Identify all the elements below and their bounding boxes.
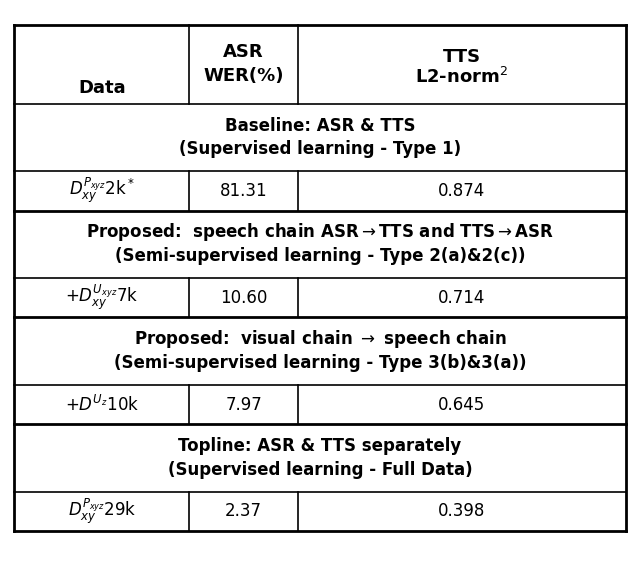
Text: TTS: TTS [443,48,481,66]
Text: 2.37: 2.37 [225,502,262,521]
Text: Topline: ASR & TTS separately: Topline: ASR & TTS separately [179,437,461,456]
Text: 0.714: 0.714 [438,289,486,306]
Text: $D_{xy}^{P_{xyz}}$29k: $D_{xy}^{P_{xyz}}$29k [68,497,136,526]
Text: (Supervised learning - Type 1): (Supervised learning - Type 1) [179,140,461,158]
Text: Baseline: ASR & TTS: Baseline: ASR & TTS [225,117,415,134]
Text: L2-norm$^2$: L2-norm$^2$ [415,67,508,87]
Text: 10.60: 10.60 [220,289,268,306]
Text: 81.31: 81.31 [220,182,268,200]
Text: (Supervised learning - Full Data): (Supervised learning - Full Data) [168,461,472,478]
Text: $D_{xy}^{P_{xyz}}$2k$^*$: $D_{xy}^{P_{xyz}}$2k$^*$ [68,176,135,205]
Text: $+D^{U_z}$10k: $+D^{U_z}$10k [65,394,139,414]
Text: 7.97: 7.97 [225,396,262,413]
Text: 0.645: 0.645 [438,396,485,413]
Text: $+D_{xy}^{U_{xyz}}$7k: $+D_{xy}^{U_{xyz}}$7k [65,283,138,312]
Text: Proposed:  speech chain ASR$\rightarrow$TTS and TTS$\rightarrow$ASR: Proposed: speech chain ASR$\rightarrow$T… [86,221,554,244]
Text: (Semi-supervised learning - Type 2(a)&2(c)): (Semi-supervised learning - Type 2(a)&2(… [115,247,525,265]
Text: 0.874: 0.874 [438,182,485,200]
Text: ASR
WER(%): ASR WER(%) [204,43,284,85]
Text: (Semi-supervised learning - Type 3(b)&3(a)): (Semi-supervised learning - Type 3(b)&3(… [114,354,526,372]
Text: Data: Data [78,79,125,97]
Text: Proposed:  visual chain $\rightarrow$ speech chain: Proposed: visual chain $\rightarrow$ spe… [134,328,506,350]
Text: 0.398: 0.398 [438,502,486,521]
